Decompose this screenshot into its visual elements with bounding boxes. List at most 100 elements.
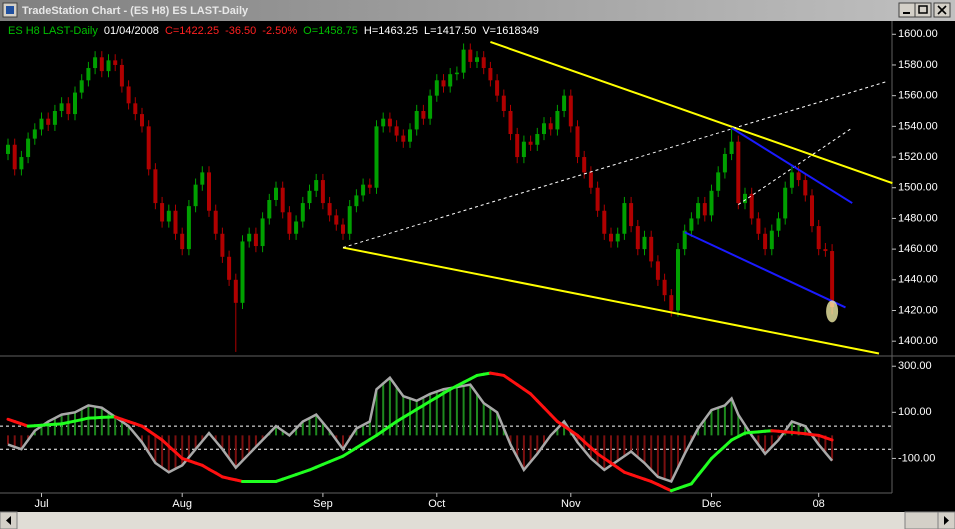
window-buttons bbox=[898, 2, 951, 18]
candle-body bbox=[676, 249, 680, 311]
x-tick-label: Oct bbox=[428, 498, 445, 510]
candle-body bbox=[347, 206, 352, 234]
y-tick-label: 1460.00 bbox=[898, 243, 938, 255]
candle-body bbox=[521, 141, 526, 158]
candle-body bbox=[575, 126, 580, 158]
header-field: -36.50 bbox=[225, 25, 256, 37]
y-tick-label: 1580.00 bbox=[898, 59, 938, 71]
header-field: O=1458.75 bbox=[303, 25, 358, 37]
candle-body bbox=[153, 169, 158, 204]
candle-body bbox=[79, 80, 84, 93]
candle-body bbox=[287, 212, 292, 234]
signal-segment bbox=[549, 413, 559, 424]
y-tick-label: 1520.00 bbox=[898, 151, 938, 163]
candle-body bbox=[756, 218, 761, 234]
candle-body bbox=[823, 249, 828, 252]
candle-body bbox=[508, 111, 513, 135]
signal-segment bbox=[535, 399, 546, 410]
oscillator-line bbox=[7, 375, 834, 484]
candle-body bbox=[622, 203, 627, 234]
candle-body bbox=[381, 118, 386, 127]
candle-body bbox=[341, 224, 345, 234]
candle-body bbox=[173, 210, 178, 234]
candle-body bbox=[99, 57, 104, 72]
candle-body bbox=[803, 180, 808, 196]
trend-line bbox=[738, 127, 853, 206]
y-tick-label: 1480.00 bbox=[898, 212, 938, 224]
header-field: H=1463.25 bbox=[364, 25, 418, 37]
candle-body bbox=[662, 279, 667, 296]
candle-body bbox=[428, 95, 433, 119]
header-field: -2.50% bbox=[262, 25, 297, 37]
y-tick-label: 1540.00 bbox=[898, 120, 938, 132]
candle-body bbox=[19, 157, 24, 170]
header-field: ES H8 LAST-Daily bbox=[8, 25, 98, 37]
candle-body bbox=[562, 95, 567, 112]
candle-body bbox=[421, 111, 426, 119]
x-tick-label: Jul bbox=[34, 498, 48, 510]
maximize-button[interactable] bbox=[914, 2, 932, 18]
candle-body bbox=[542, 123, 546, 135]
candle-body bbox=[361, 184, 366, 196]
candle-body bbox=[227, 256, 232, 280]
candle-body bbox=[669, 295, 674, 311]
candle-body bbox=[327, 203, 332, 216]
app-icon-glyph bbox=[6, 6, 14, 14]
signal-segment bbox=[696, 465, 707, 477]
scroll-thumb[interactable] bbox=[904, 511, 939, 529]
candle-body bbox=[113, 60, 118, 65]
candle-body bbox=[307, 190, 312, 204]
y-tick-label: 1500.00 bbox=[898, 182, 938, 194]
candle-body bbox=[810, 195, 814, 227]
candle-body bbox=[374, 126, 379, 188]
candle-body bbox=[475, 57, 479, 62]
candle-body bbox=[133, 103, 138, 115]
candle-body bbox=[749, 193, 754, 219]
candle-body bbox=[166, 210, 171, 222]
minimize-button[interactable] bbox=[898, 2, 916, 18]
x-tick-label: Aug bbox=[172, 498, 192, 510]
maximize-glyph bbox=[918, 5, 928, 14]
candle-body bbox=[52, 111, 57, 125]
candle-body bbox=[408, 129, 412, 142]
x-tick-label: Nov bbox=[561, 498, 581, 510]
candle-body bbox=[213, 210, 218, 234]
y-tick-label: 1400.00 bbox=[898, 335, 938, 347]
candle-body bbox=[86, 68, 91, 81]
candle-body bbox=[300, 203, 305, 222]
y-tick-label: -100.00 bbox=[898, 452, 935, 464]
candle-body bbox=[207, 172, 211, 211]
candle-body bbox=[434, 80, 439, 96]
candle-body bbox=[722, 153, 727, 173]
candle-body bbox=[140, 114, 144, 127]
candle-body bbox=[253, 233, 258, 247]
scroll-track[interactable] bbox=[0, 512, 955, 529]
candle-body bbox=[186, 206, 191, 250]
candle-body bbox=[769, 230, 774, 250]
candle-body bbox=[535, 134, 540, 145]
candle-body bbox=[220, 233, 225, 257]
candle-body bbox=[354, 195, 359, 207]
candle-body bbox=[32, 129, 37, 139]
scroll-right-glyph bbox=[944, 516, 949, 525]
signal-segment bbox=[174, 450, 184, 460]
candle-body bbox=[106, 60, 111, 72]
candle-body bbox=[39, 118, 44, 130]
candle-body bbox=[468, 49, 473, 62]
signal-segment bbox=[723, 438, 734, 448]
candle-body bbox=[716, 172, 721, 191]
signal-segment bbox=[703, 456, 713, 469]
x-tick-label: Sep bbox=[313, 498, 333, 510]
close-glyph bbox=[937, 5, 947, 15]
signal-segment bbox=[823, 436, 834, 442]
candle-body bbox=[448, 74, 453, 87]
scroll-left-glyph bbox=[6, 516, 11, 525]
candle-body bbox=[682, 230, 687, 250]
candle-body bbox=[555, 111, 560, 130]
y-tick-label: 1560.00 bbox=[898, 90, 938, 102]
candle-body bbox=[796, 172, 801, 181]
y-tick-label: 1420.00 bbox=[898, 304, 938, 316]
header-field: 01/04/2008 bbox=[104, 25, 159, 37]
header-field: V=1618349 bbox=[482, 25, 539, 37]
candle-body bbox=[629, 203, 634, 227]
